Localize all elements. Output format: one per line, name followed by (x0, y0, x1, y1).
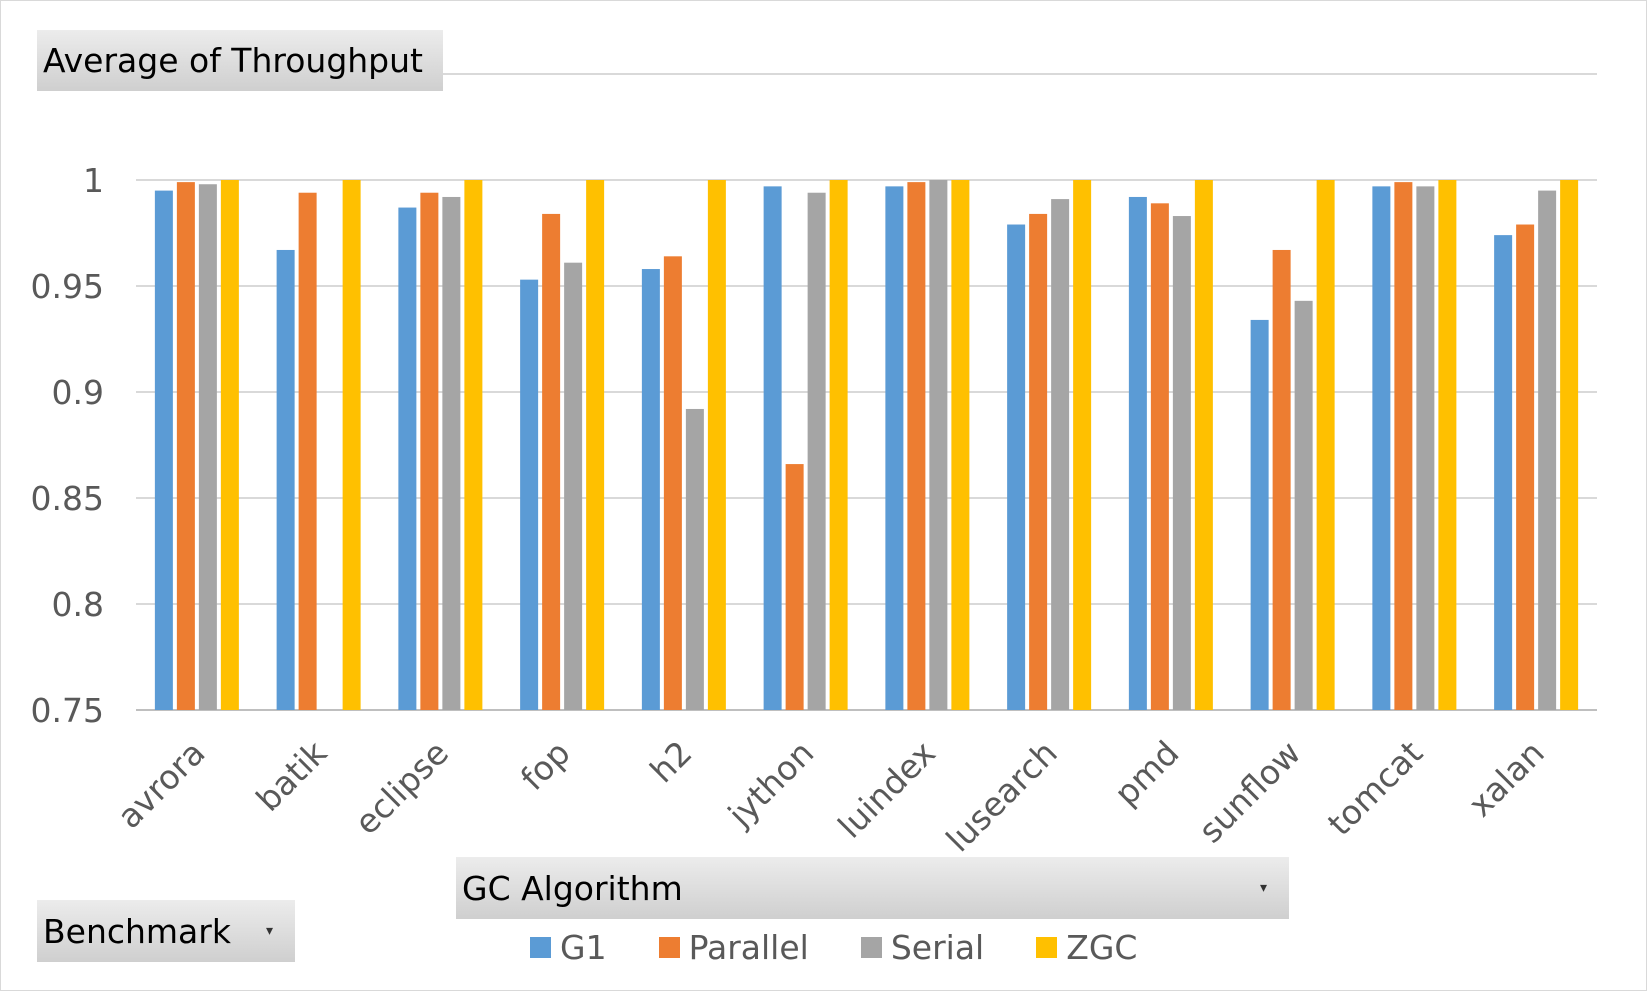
bar-parallel-xalan (1516, 224, 1535, 710)
bar-serial-avrora (198, 184, 217, 711)
bar-g1-avrora (154, 190, 173, 711)
bar-serial-sunflow (1294, 300, 1313, 710)
bar-serial-pmd (1172, 216, 1191, 711)
gc-algorithm-field-button[interactable]: GC Algorithm ▾ (456, 857, 1289, 919)
bar-parallel-avrora (176, 182, 195, 710)
bar-zgc-luindex (951, 180, 970, 710)
bar-parallel-lusearch (1029, 213, 1048, 711)
gridlines (136, 73, 1597, 711)
bar-parallel-h2 (663, 256, 682, 710)
bar-g1-tomcat (1372, 186, 1391, 711)
x-axis-ticks: avrora batik eclipse fop h2 jython luindexluse… (110, 732, 1552, 859)
x-tick-label-avrora: avrora (110, 733, 213, 836)
chart-title-button[interactable]: Average of Throughput (37, 30, 443, 91)
bar-serial-jython (807, 192, 826, 711)
bar-parallel-fop (542, 213, 561, 711)
legend-item-zgc[interactable]: ZGC (1036, 928, 1137, 967)
bar-zgc-batik (342, 180, 361, 710)
legend-label: ZGC (1066, 928, 1138, 967)
bar-zgc-xalan (1560, 180, 1579, 710)
bar-zgc-h2 (707, 180, 726, 710)
x-tick-label-luindex: luindex (830, 733, 943, 846)
x-tick-label-batik: batik (248, 732, 334, 818)
y-axis-ticks: 0.750.80.850.90.9511 (31, 55, 104, 730)
bar-g1-fop (520, 279, 539, 710)
bar-zgc-eclipse (464, 180, 483, 710)
bar-g1-h2 (641, 269, 660, 710)
bar-g1-sunflow (1250, 319, 1269, 710)
y-tick-label: 0.9 (52, 373, 104, 412)
bar-zgc-fop (586, 180, 605, 710)
x-tick-label-h2: h2 (642, 733, 699, 790)
x-tick-label-jython: jython (720, 733, 822, 835)
bar-zgc-jython (829, 180, 848, 710)
x-tick-label-fop: fop (513, 733, 578, 798)
bar-zgc-tomcat (1438, 180, 1457, 710)
benchmark-field-button[interactable]: Benchmark ▾ (37, 900, 295, 962)
bar-g1-jython (763, 186, 782, 711)
bar-serial-fop (564, 262, 583, 710)
y-tick-label: 0.95 (31, 267, 104, 306)
legend-item-parallel[interactable]: Parallel (658, 928, 809, 967)
bars (154, 180, 1579, 711)
bar-g1-batik (276, 249, 295, 710)
bar-serial-lusearch (1051, 199, 1070, 710)
bar-parallel-jython (785, 464, 804, 710)
x-tick-label-sunflow: sunflow (1191, 733, 1308, 850)
bar-parallel-eclipse (420, 192, 439, 711)
legend-label: G1 (560, 928, 607, 967)
benchmark-label: Benchmark (43, 911, 231, 951)
bar-parallel-batik (298, 192, 317, 711)
chart-title: Average of Throughput (43, 41, 423, 80)
bar-g1-xalan (1494, 235, 1513, 710)
bar-zgc-avrora (220, 180, 239, 710)
bar-parallel-sunflow (1272, 249, 1291, 710)
legend: G1 Parallel Serial ZGC (530, 928, 1189, 967)
bar-zgc-pmd (1194, 180, 1213, 710)
dropdown-arrow-icon[interactable]: ▾ (265, 923, 273, 939)
dropdown-arrow-icon[interactable]: ▾ (1259, 880, 1267, 896)
bar-zgc-sunflow (1316, 180, 1335, 710)
bar-serial-eclipse (442, 196, 461, 710)
bar-g1-eclipse (398, 207, 417, 710)
bar-g1-lusearch (1007, 224, 1026, 710)
bar-serial-tomcat (1416, 186, 1435, 711)
bar-parallel-pmd (1150, 203, 1169, 710)
y-tick-label: 0.75 (31, 691, 104, 730)
x-tick-label-xalan: xalan (1461, 733, 1552, 824)
legend-swatch (530, 937, 551, 958)
legend-item-g1[interactable]: G1 (530, 928, 607, 967)
bar-zgc-lusearch (1073, 180, 1092, 710)
legend-swatch (860, 937, 882, 958)
bar-parallel-luindex (907, 182, 926, 710)
legend-item-serial[interactable]: Serial (860, 928, 985, 967)
bar-serial-xalan (1538, 190, 1557, 711)
bar-serial-h2 (685, 408, 704, 710)
x-tick-label-tomcat: tomcat (1320, 733, 1430, 843)
y-tick-label: 1 (83, 161, 104, 200)
y-tick-label: 0.85 (31, 479, 104, 518)
gc-algorithm-label: GC Algorithm (462, 868, 683, 908)
y-tick-label: 0.8 (52, 585, 104, 624)
x-tick-label-lusearch: lusearch (938, 733, 1064, 859)
bar-serial-luindex (929, 180, 948, 710)
legend-label: Serial (890, 928, 985, 967)
bar-g1-luindex (885, 186, 904, 711)
bar-parallel-tomcat (1394, 182, 1413, 710)
legend-swatch (658, 937, 680, 958)
legend-label: Parallel (688, 928, 809, 967)
bar-g1-pmd (1128, 196, 1147, 710)
x-tick-label-eclipse: eclipse (347, 733, 456, 842)
legend-swatch (1036, 937, 1058, 958)
x-tick-label-pmd: pmd (1107, 733, 1187, 813)
